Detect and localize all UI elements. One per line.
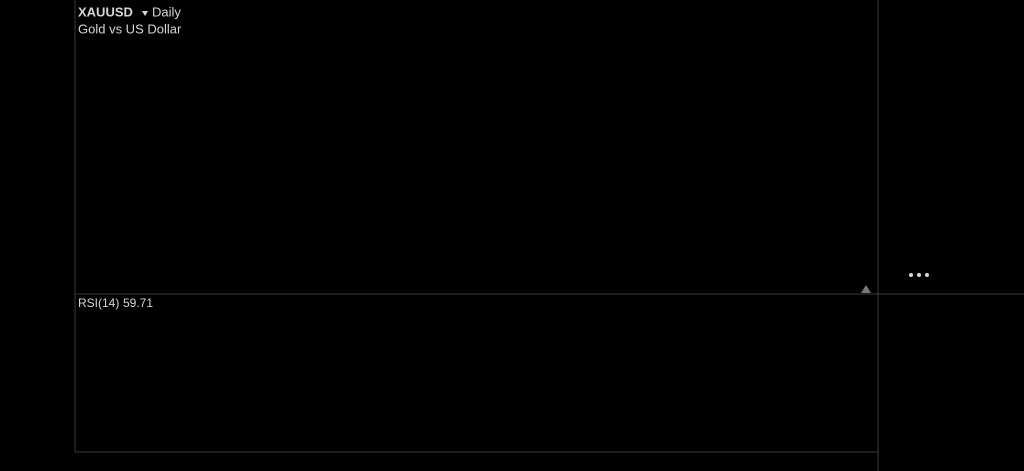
rsi-last-value: 59.71 (123, 296, 153, 310)
symbol: XAUUSD (78, 4, 133, 19)
more-dot[interactable] (909, 273, 913, 277)
label-layer: XAUUSD Daily Gold vs US Dollar RSI(14) 5… (78, 4, 929, 310)
more-dot[interactable] (917, 273, 921, 277)
symbol-menu-icon[interactable] (142, 11, 148, 16)
rsi-title: RSI(14) (78, 296, 119, 310)
more-dot[interactable] (925, 273, 929, 277)
marker-arrow (861, 285, 871, 293)
subtitle: Gold vs US Dollar (78, 21, 182, 36)
interval[interactable]: Daily (152, 4, 181, 19)
